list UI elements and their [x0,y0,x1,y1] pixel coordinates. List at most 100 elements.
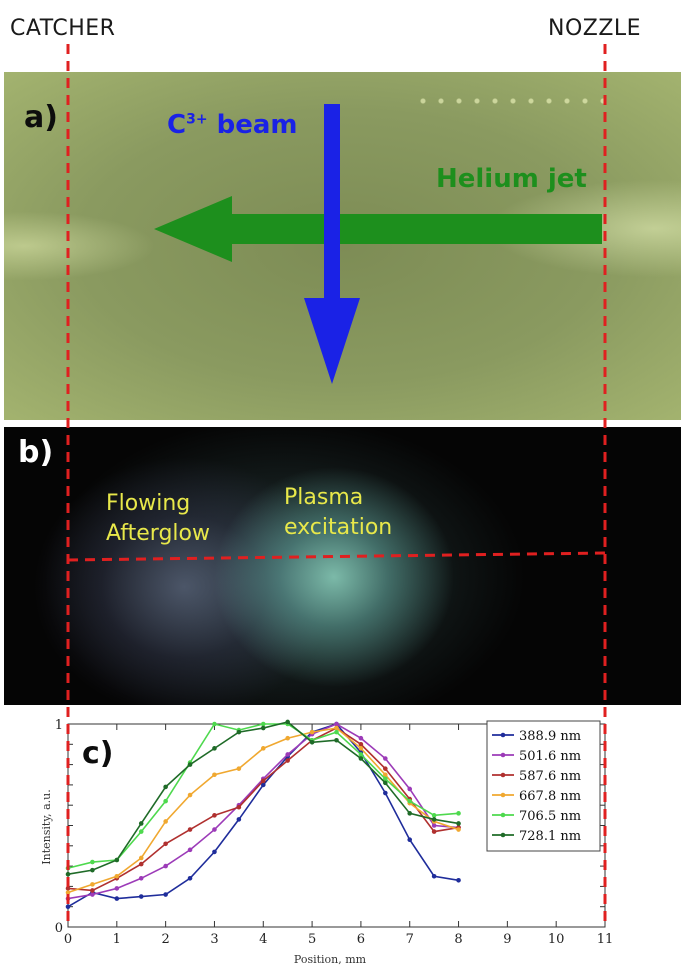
data-point [285,719,290,725]
panel-c-letter: c) [82,736,114,771]
legend-box [486,720,601,852]
x-tick-label: 8 [454,932,462,947]
panel-a-letter: a) [24,100,58,135]
data-point [456,821,461,826]
panel-b-letter: b) [18,435,54,470]
data-point [212,827,217,832]
legend-label: 728.1 nm [519,829,581,844]
data-point [309,739,315,745]
data-point [65,896,71,901]
data-point [260,721,266,727]
data-point [383,780,388,786]
x-tick-label: 7 [406,932,414,947]
data-point [236,804,242,810]
c3-beam-arrow [304,104,360,384]
panel-b-photo: b) Flowing Afterglow Plasma excitation [4,427,681,705]
data-point [187,875,193,881]
data-point [358,746,364,751]
data-point [163,841,168,847]
flowing-line2: Afterglow [106,520,210,546]
legend-marker [500,812,506,818]
legend-marker [500,732,506,738]
data-point [431,813,437,818]
legend-label: 501.6 nm [519,749,581,764]
data-point [407,837,413,843]
data-point [90,888,95,893]
legend-label: 587.6 nm [519,769,581,784]
data-point [431,873,437,879]
x-tick-label: 10 [548,932,565,947]
data-point [90,859,95,865]
plasma-line2: excitation [284,514,393,540]
data-point [456,827,461,832]
data-point [138,829,144,834]
x-tick-label: 4 [259,932,267,947]
data-point [212,813,217,818]
data-point [65,865,71,871]
data-point [138,821,144,826]
data-point [260,725,266,731]
data-point [358,735,364,741]
series-line [67,723,459,908]
data-point [163,798,168,804]
x-axis-title: Position, mm [294,953,367,966]
x-tick-label: 5 [308,932,316,947]
data-point [309,729,315,735]
plasma-line1: Plasma [284,485,364,510]
data-point [187,847,193,853]
series-line [67,727,459,892]
beam-label: C3+ beam [167,110,298,140]
legend-marker [500,772,506,778]
nozzle-label: NOZZLE [548,16,642,41]
data-point [90,867,95,873]
data-point [187,827,193,832]
data-point [138,855,144,861]
data-point [383,756,388,761]
x-tick-label: 3 [210,932,218,947]
data-point [431,823,437,828]
data-point [236,766,242,771]
data-point [90,892,95,897]
flowing-afterglow-label: Flowing Afterglow [106,489,210,548]
x-tick-label: 0 [64,932,72,947]
data-point [212,721,217,727]
legend-label: 388.9 nm [519,729,581,744]
jet-label: Helium jet [436,164,587,194]
intensity-chart: 0 1 2 3 4 5 6 7 8 9 10 11 0 1 388.9 nm 501.6 nm 587.6 n… [40,718,613,966]
legend-label: 667.8 nm [519,789,581,804]
data-point [114,873,120,879]
x-tick-label: 1 [113,932,121,947]
data-point [407,811,413,816]
data-point [90,882,95,887]
data-point [383,766,388,771]
x-tick-label: 2 [161,932,169,947]
data-point [138,875,144,881]
data-point [236,729,242,735]
data-point [114,896,120,901]
data-point [65,890,71,895]
data-point [456,878,461,883]
data-point [260,782,266,788]
data-point [114,886,120,891]
arrows-layer [154,104,602,384]
y-tick-label: 0 [55,921,63,936]
plasma-excitation-label: Plasma excitation [284,483,392,542]
series-line [67,727,459,894]
x-tick-label: 6 [357,932,365,947]
data-point [383,772,388,778]
flowing-line1: Flowing [106,491,191,516]
data-point [285,735,290,741]
data-point [383,790,388,796]
y-axis-title: Intensity, a.u. [40,789,53,864]
data-point [163,863,168,869]
legend-marker [500,752,506,758]
data-point [285,752,290,757]
panel-a-photo: a) C3+ beam Helium jet [4,72,681,420]
legend-marker [500,832,506,838]
data-point [334,721,339,727]
series-line [67,721,459,876]
data-point [431,817,437,822]
legend-marker [500,792,506,798]
chart-lines [65,719,461,909]
data-point [163,784,168,790]
